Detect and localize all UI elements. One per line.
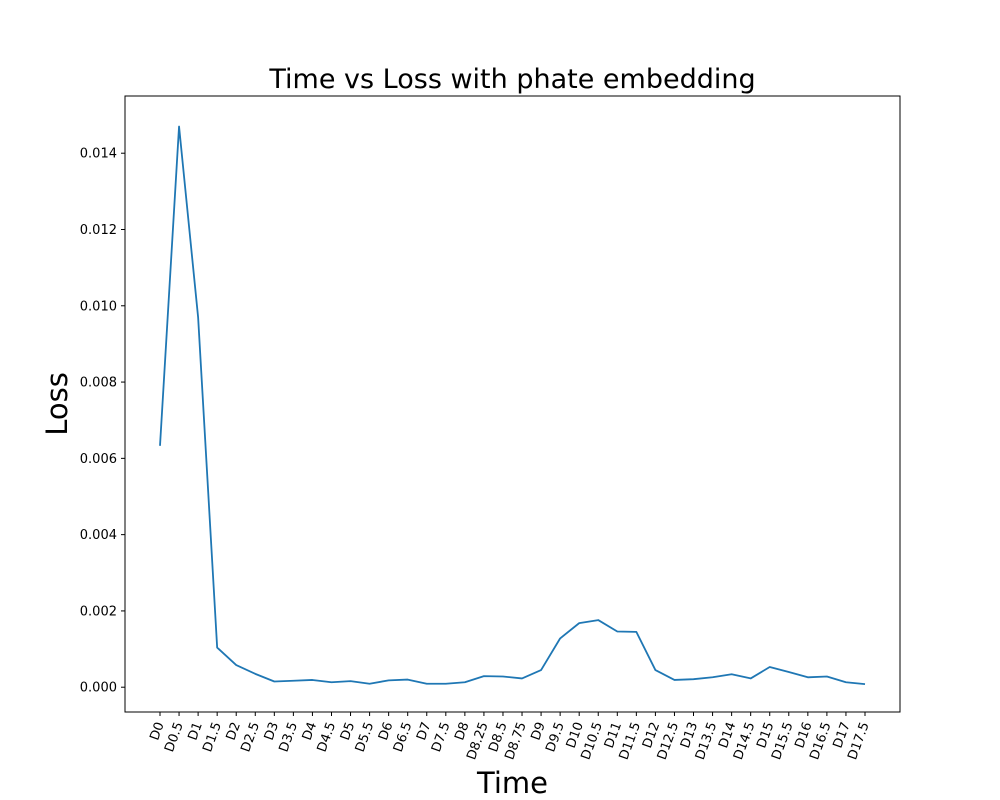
x-tick-label: D8 [452,720,472,742]
y-tick-label: 0.008 [80,376,117,391]
x-tick-label: D7 [414,720,434,742]
x-tick-label: D2 [224,720,244,742]
x-tick-label: D1 [186,720,206,742]
series-line [159,125,866,686]
y-tick-label: 0.002 [80,604,117,619]
y-tick-label: 0.006 [80,452,117,467]
y-tick-label: 0.014 [80,147,117,162]
x-axis: D0D0.5D1D1.5D2D2.5D3D3.5D4D4.5D5D5.5D6D6… [147,712,873,762]
x-tick-label: D6 [376,720,396,742]
y-tick-label: 0.010 [80,299,117,314]
x-tick-label: D5 [338,720,358,742]
chart-title: Time vs Loss with phate embedding [268,64,755,95]
y-tick-label: 0.000 [80,681,117,696]
plot-area [124,95,901,713]
y-axis: 0.000 0.002 0.004 0.006 0.008 0.010 0.012 0.014 [80,147,125,696]
x-tick-label: D4 [300,720,320,742]
x-axis-label: Time [476,766,548,800]
x-tick-label: D3 [262,720,282,742]
y-tick-label: 0.012 [80,223,117,238]
x-tick-label: D9 [528,720,548,742]
y-axis-label: Loss [40,372,74,436]
y-tick-label: 0.004 [80,528,117,543]
x-tick-label: D0 [147,720,167,742]
